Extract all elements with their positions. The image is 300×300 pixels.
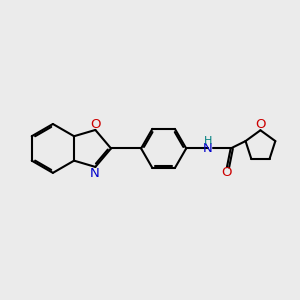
Text: H: H [204,136,212,146]
Text: N: N [90,167,100,180]
Text: O: O [221,167,232,179]
Text: O: O [90,118,101,131]
Text: O: O [256,118,266,131]
Text: N: N [203,142,213,155]
